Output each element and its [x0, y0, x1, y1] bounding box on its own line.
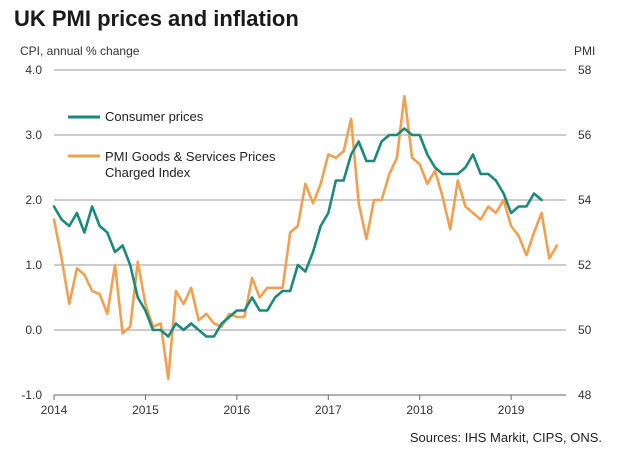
x-tick-label: 2019: [498, 403, 525, 417]
y-right-tick-label: 48: [578, 388, 592, 402]
x-tick-label: 2017: [315, 403, 342, 417]
series-line-consumer-prices: [52, 127, 543, 338]
chart-title: UK PMI prices and inflation: [14, 6, 299, 31]
x-tick-label: 2015: [132, 403, 159, 417]
series-group: [52, 94, 559, 381]
y-left-tick-label: 3.0: [25, 128, 42, 142]
y-left-tick-label: 4.0: [25, 63, 42, 77]
legend-pmi-label-line1: PMI Goods & Services Prices: [105, 149, 276, 164]
source-note: Sources: IHS Markit, CIPS, ONS.: [409, 430, 602, 445]
legend-pmi-label-line2: Charged Index: [105, 165, 191, 180]
y-left-tick-label: 2.0: [25, 193, 42, 207]
y-left-tick-label: 0.0: [25, 323, 42, 337]
legend: Consumer prices PMI Goods & Services Pri…: [68, 109, 276, 180]
x-tick-label: 2014: [41, 403, 68, 417]
axes: 4.0 3.0 2.0 1.0 0.0 -1.0 58 56 54 52 50 48 2014 2015 2…: [21, 63, 591, 417]
left-axis-title: CPI, annual % change: [20, 44, 140, 58]
y-left-tick-label: -1.0: [21, 388, 42, 402]
y-right-tick-label: 52: [578, 258, 592, 272]
y-right-tick-label: 56: [578, 128, 592, 142]
y-right-tick-label: 54: [578, 193, 592, 207]
legend-consumer-label: Consumer prices: [105, 109, 204, 124]
y-left-tick-label: 1.0: [25, 258, 42, 272]
y-right-tick-label: 50: [578, 323, 592, 337]
right-axis-title: PMI: [574, 44, 596, 58]
x-tick-label: 2016: [224, 403, 251, 417]
x-tick-label: 2018: [406, 403, 433, 417]
y-right-tick-label: 58: [578, 63, 592, 77]
series-line-pmi-prices: [52, 94, 559, 381]
